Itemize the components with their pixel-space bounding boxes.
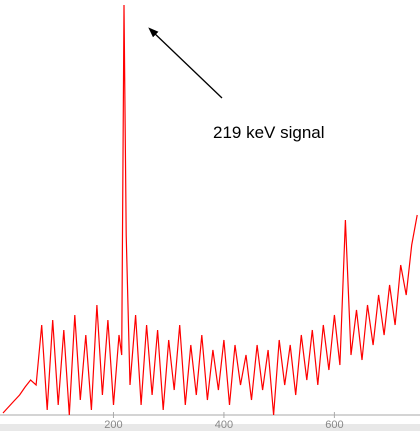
x-tick-label: 200: [104, 419, 122, 431]
x-tick-label: 400: [215, 419, 233, 431]
annotation-arrow: [148, 27, 223, 99]
spectrum-line: [2, 4, 418, 416]
x-tick-label: 600: [325, 419, 343, 431]
scrollbar: [0, 424, 420, 431]
annotation: 219 keV signal: [213, 123, 325, 142]
